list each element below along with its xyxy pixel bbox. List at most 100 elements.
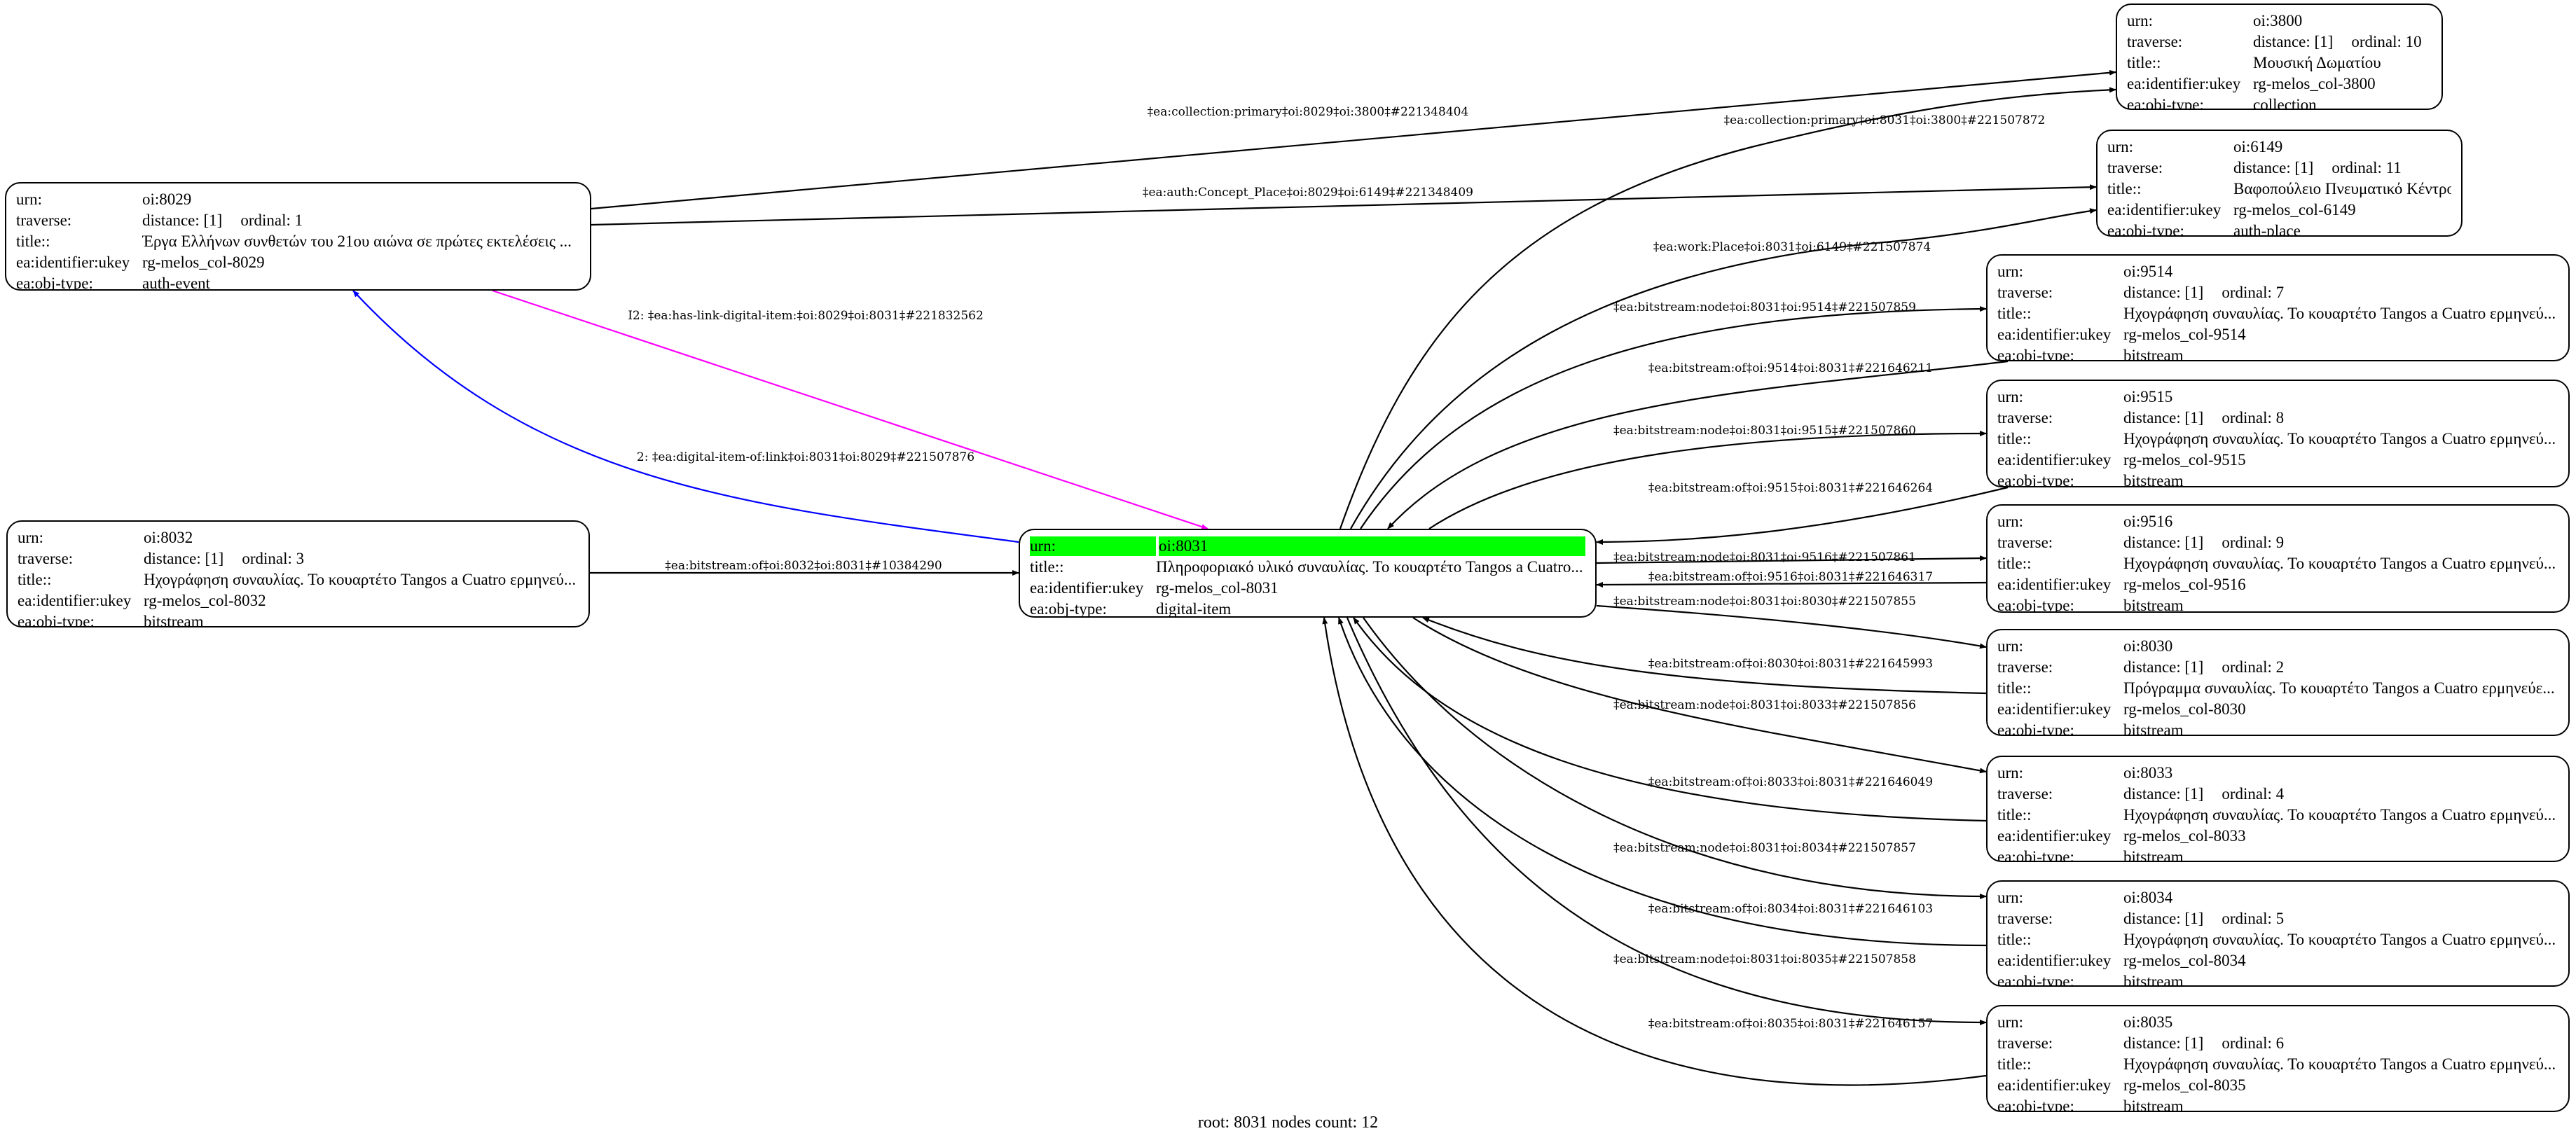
node-oi-6149[interactable]: urn: oi:6149 traverse: distance: [1] ordinal…: [2096, 130, 2463, 237]
node-row-title: title:: Βαφοπούλειο Πνευματικό Κέντρο: [2107, 179, 2451, 200]
node-row-ukey: ea:identifier:ukey rg-melos_col-8033: [1997, 826, 2558, 847]
row-value: Ηχογράφηση συναυλίας. Το κουαρτέτο Tango…: [2123, 931, 2556, 948]
row-value: oi:8033: [2123, 764, 2173, 782]
node-row-ukey: ea:identifier:ukey rg-melos_col-8035: [1997, 1075, 2558, 1096]
edge-label: ‡ea:bitstream:node‡oi:8031‡oi:8033‡#2215…: [1613, 698, 1916, 712]
edge-8031-to-8033[interactable]: [1412, 617, 1987, 774]
row-value: oi:8035: [2123, 1013, 2173, 1031]
distance-value: distance: [1]: [2123, 1034, 2204, 1052]
node-oi-8035[interactable]: urn: oi:8035 traverse: distance: [1] ordinal…: [1986, 1005, 2570, 1112]
row-value: Πληροφοριακό υλικό συναυλίας. Το κουαρτέ…: [1156, 558, 1583, 576]
row-key: urn:: [1997, 513, 2024, 530]
row-key: ea:identifier:ukey: [18, 592, 132, 609]
edge-8029-to-3800[interactable]: [591, 69, 2116, 210]
edge-label: ‡ea:bitstream:of‡oi:8035‡oi:8031‡#221646…: [1648, 1017, 1933, 1031]
ordinal-value: ordinal: 1: [240, 211, 303, 229]
node-oi-8031[interactable]: urn: oi:8031 title:: Πληροφοριακό υλικό συν…: [1019, 529, 1597, 618]
row-key: ea:obj-type:: [1997, 597, 2074, 613]
edge-8031-to-8035[interactable]: [1346, 617, 1987, 1025]
ordinal-value: ordinal: 7: [2222, 284, 2285, 301]
row-value: Ηχογράφηση συναυλίας. Το κουαρτέτο Tango…: [2123, 305, 2556, 322]
node-row-obj-type: ea:obj-type: bitstream: [1997, 345, 2558, 360]
edge-9516-to-8031[interactable]: [1596, 581, 1987, 588]
edge-9515-to-8031[interactable]: [1596, 486, 2009, 545]
row-value: Βαφοπούλειο Πνευματικό Κέντρο: [2233, 180, 2451, 197]
node-oi-9516[interactable]: urn: oi:9516 traverse: distance: [1] ordinal…: [1986, 504, 2570, 613]
edge-8031-to-9514[interactable]: [1360, 306, 1987, 529]
node-row-urn: urn: oi:9516: [1997, 511, 2558, 532]
ordinal-value: ordinal: 2: [2222, 658, 2285, 676]
ordinal-value: ordinal: 4: [2222, 785, 2285, 803]
row-key: urn:: [1997, 263, 2024, 280]
edge-8030-to-8031[interactable]: [1422, 616, 1987, 695]
edge-label: ‡ea:bitstream:node‡oi:8031‡oi:8034‡#2215…: [1613, 841, 1916, 855]
edge-8029-to-8031[interactable]: [492, 289, 1208, 530]
row-value: oi:9515: [2123, 388, 2173, 405]
edge-8031-to-9516[interactable]: [1596, 555, 1987, 564]
row-key: urn:: [1997, 637, 2024, 655]
node-row-ukey: ea:identifier:ukey rg-melos_col-9516: [1997, 574, 2558, 595]
edge-label: ‡ea:bitstream:of‡oi:8033‡oi:8031‡#221646…: [1648, 775, 1933, 789]
row-value: Ηχογράφηση συναυλίας. Το κουαρτέτο Tango…: [144, 571, 577, 588]
edge-8031-to-9515[interactable]: [1428, 431, 1987, 529]
node-row-obj-type: ea:obj-type: auth-event: [16, 273, 580, 291]
row-value: oi:8034: [2123, 889, 2173, 906]
row-value: Ηχογράφηση συναυλίας. Το κουαρτέτο Tango…: [2123, 1055, 2556, 1073]
distance-value: distance: [1]: [2123, 785, 2204, 803]
row-value: auth-place: [2233, 222, 2301, 237]
ordinal-value: ordinal: 11: [2332, 159, 2402, 176]
edge-9514-to-8031[interactable]: [1387, 360, 2009, 529]
edge-8031-to-8029[interactable]: [352, 290, 1019, 543]
row-key: urn:: [1997, 1013, 2024, 1031]
node-oi-9514[interactable]: urn: oi:9514 traverse: distance: [1] ordinal…: [1986, 254, 2570, 361]
edge-8031-to-6149[interactable]: [1350, 208, 2097, 529]
row-value: distance: [1] ordinal: 7: [2123, 284, 2558, 302]
row-key: traverse:: [1997, 910, 2053, 927]
node-oi-8032[interactable]: urn: oi:8032 traverse: distance: [1] ordinal…: [6, 520, 590, 627]
row-value: distance: [1] ordinal: 3: [144, 550, 579, 568]
node-row-title: title:: Πληροφοριακό υλικό συναυλίας. Το …: [1030, 557, 1585, 578]
node-oi-8030[interactable]: urn: oi:8030 traverse: distance: [1] ordinal…: [1986, 629, 2570, 736]
row-value: Ηχογράφηση συναυλίας. Το κουαρτέτο Tango…: [2123, 430, 2556, 447]
edge-8031-to-8034[interactable]: [1363, 617, 1987, 899]
edge-label: 2: ‡ea:digital-item-of:link‡oi:8031‡oi:8…: [637, 450, 974, 464]
row-value: rg-melos_col-9516: [2123, 576, 2246, 593]
edge-8033-to-8031[interactable]: [1353, 617, 1987, 822]
row-value: bitstream: [2123, 1097, 2184, 1112]
row-value: oi:6149: [2233, 138, 2283, 155]
row-key: traverse:: [2107, 159, 2163, 176]
row-key: traverse:: [1997, 534, 2053, 551]
node-row-title: title:: Πρόγραμμα συναυλίας. Το κουαρτέτο…: [1997, 678, 2558, 699]
row-key: urn:: [2127, 12, 2154, 29]
edge-8031-to-8030[interactable]: [1596, 604, 1987, 649]
edge-label: ‡ea:bitstream:node‡oi:8031‡oi:9514‡#2215…: [1613, 300, 1916, 314]
edge-label: ‡ea:bitstream:of‡oi:9514‡oi:8031‡#221646…: [1648, 361, 1933, 375]
node-oi-3800[interactable]: urn: oi:3800 traverse: distance: [1] ordinal…: [2116, 4, 2443, 110]
row-key: urn:: [16, 190, 43, 208]
distance-value: distance: [1]: [2123, 284, 2204, 301]
node-oi-8033[interactable]: urn: oi:8033 traverse: distance: [1] ordinal…: [1986, 756, 2570, 862]
row-value: bitstream: [2123, 472, 2184, 487]
edge-label: ‡ea:bitstream:of‡oi:9515‡oi:8031‡#221646…: [1648, 481, 1933, 495]
node-row-ukey: ea:identifier:ukey rg-melos_col-3800: [2127, 74, 2432, 95]
edge-8035-to-8031[interactable]: [1322, 617, 1987, 1086]
edge-label: ‡ea:bitstream:node‡oi:8031‡oi:9515‡#2215…: [1613, 424, 1916, 438]
node-row-title: title:: Ηχογράφηση συναυλίας. Το κουαρτέτ…: [1997, 429, 2558, 450]
edge-8031-to-3800[interactable]: [1339, 87, 2116, 529]
edge-8029-to-6149[interactable]: [591, 184, 2097, 226]
node-row-obj-type: ea:obj-type: bitstream: [1997, 471, 2558, 487]
row-key: traverse:: [16, 211, 72, 229]
edge-8034-to-8031[interactable]: [1337, 617, 1987, 947]
row-value: distance: [1] ordinal: 2: [2123, 658, 2558, 676]
node-oi-9515[interactable]: urn: oi:9515 traverse: distance: [1] ordinal…: [1986, 380, 2570, 487]
node-oi-8034[interactable]: urn: oi:8034 traverse: distance: [1] ordinal…: [1986, 880, 2570, 987]
distance-value: distance: [1]: [2123, 409, 2204, 426]
row-key: ea:identifier:ukey: [16, 254, 130, 271]
node-row-traverse: traverse: distance: [1] ordinal: 9: [1997, 532, 2558, 553]
edge-label: ‡ea:bitstream:node‡oi:8031‡oi:8030‡#2215…: [1613, 595, 1916, 609]
node-oi-8029[interactable]: urn: oi:8029 traverse: distance: [1] ordinal…: [5, 182, 591, 291]
row-value: auth-event: [142, 275, 211, 291]
row-key: ea:obj-type:: [1997, 848, 2074, 862]
row-key: title::: [1030, 558, 1064, 576]
row-key: traverse:: [2127, 33, 2183, 50]
